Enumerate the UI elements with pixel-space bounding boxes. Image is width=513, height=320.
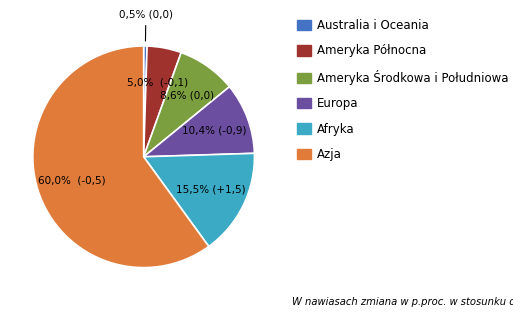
Text: W nawiasach zmiana w p.proc. w stosunku do 2005 r.: W nawiasach zmiana w p.proc. w stosunku …: [292, 297, 513, 307]
Text: 0,5% (0,0): 0,5% (0,0): [119, 10, 173, 41]
Wedge shape: [144, 52, 229, 157]
Text: 8,6% (0,0): 8,6% (0,0): [160, 90, 214, 100]
Text: 10,4% (-0,9): 10,4% (-0,9): [182, 125, 246, 135]
Wedge shape: [144, 153, 254, 246]
Text: 60,0%  (-0,5): 60,0% (-0,5): [38, 175, 106, 185]
Text: 15,5% (+1,5): 15,5% (+1,5): [176, 185, 246, 195]
Wedge shape: [33, 46, 209, 268]
Wedge shape: [144, 46, 181, 157]
Wedge shape: [144, 87, 254, 157]
Text: 5,0%  (-0,1): 5,0% (-0,1): [127, 78, 188, 88]
Wedge shape: [144, 46, 147, 157]
Legend: Australia i Oceania, Ameryka Północna, Ameryka Środkowa i Południowa, Europa, Af: Australia i Oceania, Ameryka Północna, A…: [293, 15, 512, 164]
